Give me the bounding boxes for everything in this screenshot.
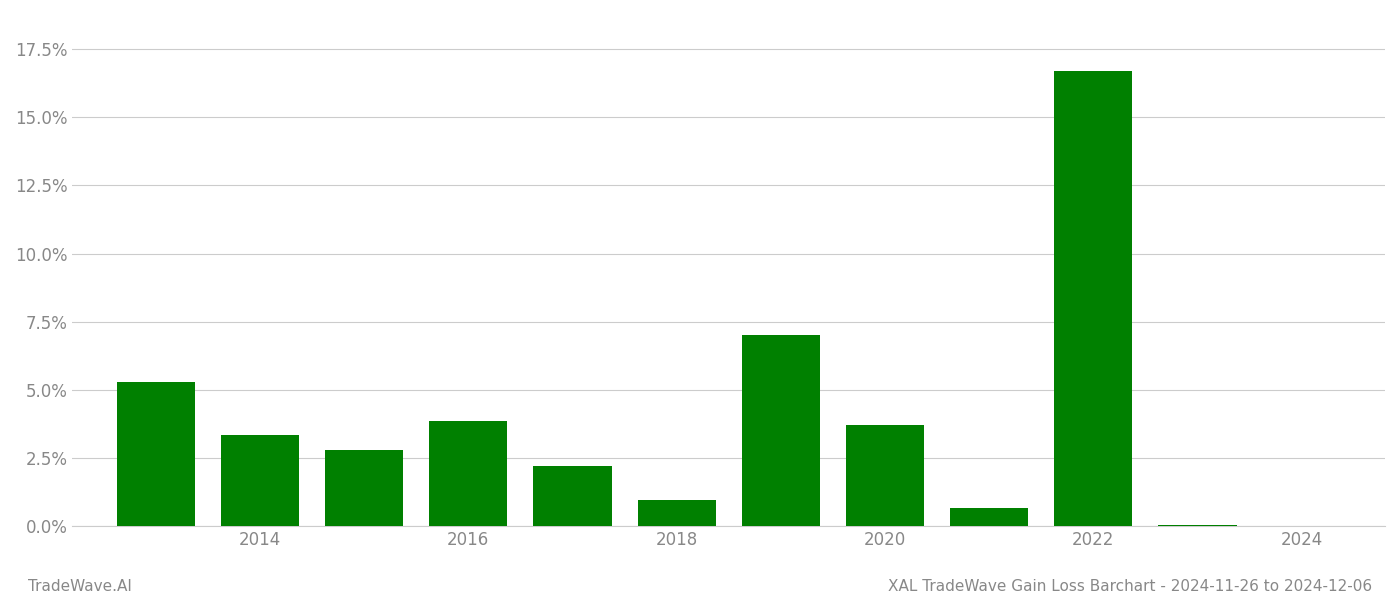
Text: TradeWave.AI: TradeWave.AI [28, 579, 132, 594]
Bar [742, 335, 820, 526]
Bar [1158, 525, 1236, 526]
Bar [116, 382, 195, 526]
Bar [951, 508, 1028, 526]
Bar [430, 421, 507, 526]
Bar [1054, 71, 1133, 526]
Text: XAL TradeWave Gain Loss Barchart - 2024-11-26 to 2024-12-06: XAL TradeWave Gain Loss Barchart - 2024-… [888, 579, 1372, 594]
Bar [325, 450, 403, 526]
Bar [637, 500, 715, 526]
Bar [533, 466, 612, 526]
Bar [846, 425, 924, 526]
Bar [221, 435, 300, 526]
